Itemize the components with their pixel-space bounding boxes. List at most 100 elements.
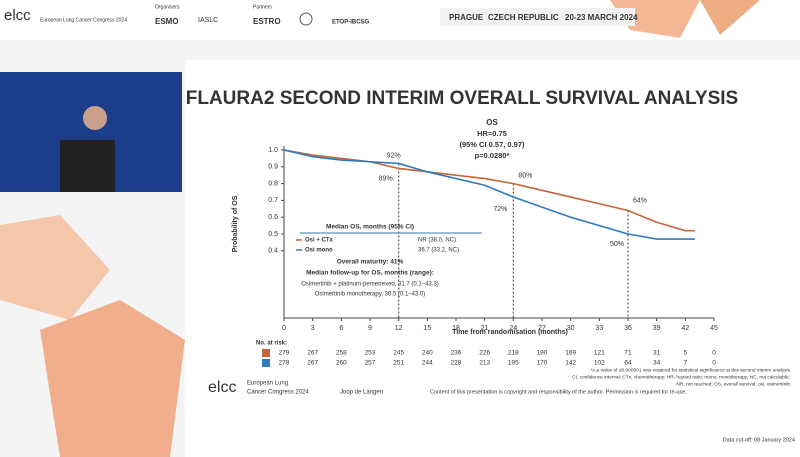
at-risk-value: 170 <box>537 360 548 367</box>
footer-congress: European Lung <box>247 381 288 387</box>
y-tick-label: 0.5 <box>268 231 278 238</box>
at-risk-value: 236 <box>451 350 462 357</box>
presenter: Joop de Langen <box>340 390 383 396</box>
at-risk-value: 267 <box>307 360 318 367</box>
x-tick-label: 6 <box>339 325 343 332</box>
x-tick-label: 3 <box>311 325 315 332</box>
label: Organisers <box>155 4 180 10</box>
x-tick-label: 21 <box>481 325 489 332</box>
dates: 20-23 MARCH 2024 <box>565 13 638 22</box>
at-risk-value: 257 <box>365 360 376 367</box>
annotation: 50% <box>610 241 624 248</box>
decor <box>40 300 185 457</box>
at-risk-value: 5 <box>684 350 688 357</box>
footnote: CI, confidence interval; CTx, chemothera… <box>572 374 790 380</box>
x-tick-label: 18 <box>452 325 460 332</box>
at-risk-label: No. at risk: <box>256 341 287 347</box>
x-tick-label: 45 <box>710 325 718 332</box>
speaker <box>60 140 115 192</box>
speaker-head <box>83 106 107 130</box>
logo: elcc <box>4 7 31 24</box>
at-risk-value: 190 <box>537 350 548 357</box>
x-tick-label: 24 <box>509 325 517 332</box>
x-tick-label: 9 <box>368 325 372 332</box>
box-title: Median OS, months (95% CI) <box>326 224 414 231</box>
median-value: 36.7 (33.2, NC) <box>418 248 459 254</box>
annotation: 64% <box>633 197 647 204</box>
footer-logo: elcc <box>208 379 236 396</box>
x-axis-label: Time from randomisation (months) <box>452 329 568 336</box>
chart-title: FLAURA2 SECOND INTERIM OVERALL SURVIVAL … <box>186 88 738 109</box>
x-tick-label: 39 <box>653 325 661 332</box>
maturity: Overall maturity: 41% <box>337 259 404 266</box>
logo: ESTRO <box>253 17 281 26</box>
stat: OS <box>486 118 498 127</box>
logo: ESMO <box>155 17 179 26</box>
followup-title: Median follow-up for OS, months (range): <box>306 270 434 277</box>
x-tick-label: 0 <box>282 325 286 332</box>
at-risk-value: 226 <box>479 350 490 357</box>
footnote: *A p-value of ≤0.000001 was required for… <box>590 367 790 373</box>
at-risk-value: 251 <box>393 360 404 367</box>
followup: Osimertinib monotherapy, 30.5 (0.1–43.0) <box>315 292 426 298</box>
at-risk-swatch <box>262 359 270 367</box>
at-risk-value: 7 <box>684 360 688 367</box>
legend-label: Osi mono <box>305 248 333 254</box>
x-tick-label: 42 <box>681 325 689 332</box>
logo: ETOP-IBCSG <box>332 20 370 26</box>
at-risk-value: 102 <box>594 360 605 367</box>
x-tick-label: 30 <box>567 325 575 332</box>
slide <box>185 60 800 457</box>
at-risk-value: 71 <box>624 350 632 357</box>
label: Partners <box>253 4 272 10</box>
chart: FLAURA2 SECOND INTERIM OVERALL SURVIVAL … <box>186 88 791 387</box>
annotation: 80% <box>518 172 532 179</box>
date-box <box>440 8 635 26</box>
x-tick-label: 15 <box>423 325 431 332</box>
y-tick-label: 0.9 <box>268 164 278 171</box>
at-risk-value: 142 <box>565 360 576 367</box>
at-risk-value: 260 <box>336 360 347 367</box>
footer-congress: Cancer Congress 2024 <box>247 390 309 396</box>
decor <box>700 0 760 35</box>
copyright: Content of this presentation is copyrigh… <box>430 389 687 395</box>
y-tick-label: 0.4 <box>268 248 278 255</box>
at-risk-value: 278 <box>279 360 290 367</box>
y-tick-label: 1.0 <box>268 147 278 154</box>
at-risk-swatch <box>262 349 270 357</box>
logo: IASLC <box>198 17 218 24</box>
y-axis-label: Probability of OS <box>232 195 239 252</box>
x-tick-label: 12 <box>395 325 403 332</box>
stat: p=0.0280* <box>475 151 510 160</box>
at-risk-value: 228 <box>451 360 462 367</box>
at-risk-value: 31 <box>653 350 661 357</box>
y-tick-label: 0.7 <box>268 197 278 204</box>
survival-curve <box>283 149 695 232</box>
stat: HR=0.75 <box>477 129 507 138</box>
at-risk-value: 0 <box>712 350 716 357</box>
y-tick-label: 0.8 <box>268 180 278 187</box>
at-risk-value: 34 <box>653 360 661 367</box>
x-tick-label: 27 <box>538 325 546 332</box>
at-risk-value: 258 <box>336 350 347 357</box>
stat: (95% CI 0.57, 0.97) <box>459 140 525 149</box>
x-tick-label: 36 <box>624 325 632 332</box>
legend-label: Osi + CTx <box>305 238 334 244</box>
followup: Osimertinib + platinum-pemetrexed, 31.7 … <box>301 282 439 288</box>
annotation: 89% <box>379 175 393 182</box>
survival-curve <box>283 149 695 240</box>
at-risk-value: 195 <box>508 360 519 367</box>
annotation: 92% <box>387 152 401 159</box>
at-risk-value: 279 <box>279 350 290 357</box>
cutoff: Data cut-off: 08 January 2024 <box>723 437 795 443</box>
y-tick-label: 0.6 <box>268 214 278 221</box>
city: PRAGUE <box>449 13 484 22</box>
at-risk-value: 0 <box>712 360 716 367</box>
footnote: NR, not reached; OS, overall survival; o… <box>676 381 790 387</box>
x-tick-label: 33 <box>595 325 603 332</box>
decor <box>0 215 110 320</box>
at-risk-value: 169 <box>565 350 576 357</box>
at-risk-value: 240 <box>422 350 433 357</box>
